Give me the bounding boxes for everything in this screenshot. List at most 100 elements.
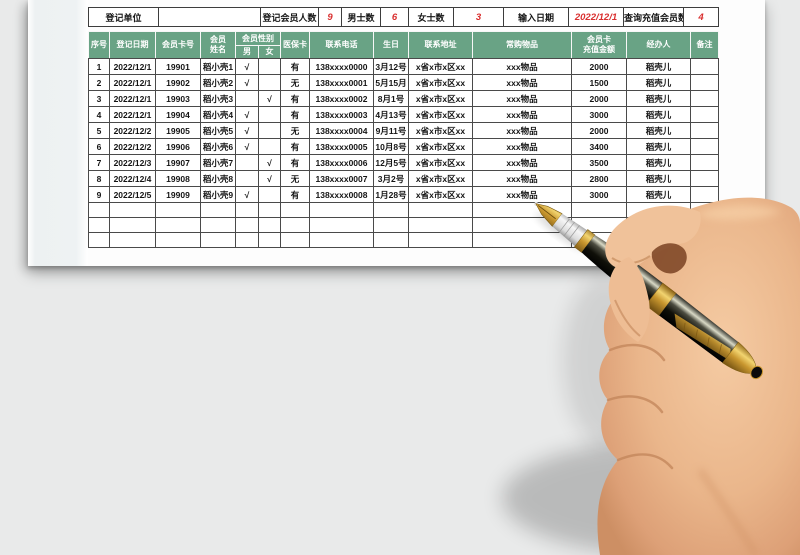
table-cell: 19904 bbox=[155, 106, 201, 123]
header-name: 会员 姓名 bbox=[200, 31, 236, 59]
member-table-header: 序号 登记日期 会员卡号 会员 姓名 会员性别 医保卡 联系电话 生日 联系地址… bbox=[88, 31, 719, 59]
header-insurance: 医保卡 bbox=[280, 31, 310, 59]
table-cell: 2000 bbox=[571, 122, 627, 139]
table-cell: xxx物品 bbox=[472, 186, 572, 203]
spreadsheet-paper: 登记单位 登记会员人数 9 男士数 6 女士数 3 输入日期 2022/12/1… bbox=[28, 0, 765, 266]
table-cell: 稻小壳6 bbox=[200, 138, 236, 155]
input-date-value: 2022/12/1 bbox=[568, 7, 624, 27]
table-cell: √ bbox=[235, 122, 259, 139]
table-cell: 稻小壳8 bbox=[200, 170, 236, 187]
table-cell: 2000 bbox=[571, 58, 627, 75]
header-card-no: 会员卡号 bbox=[155, 31, 201, 59]
empty-table-cell bbox=[309, 217, 374, 233]
empty-table-cell bbox=[373, 217, 409, 233]
table-cell: 138xxxx0005 bbox=[309, 138, 374, 155]
unit-label: 登记单位 bbox=[88, 7, 159, 27]
table-cell bbox=[258, 106, 281, 123]
table-cell: 19903 bbox=[155, 90, 201, 107]
table-cell: x省x市x区xx bbox=[408, 58, 473, 75]
table-cell: 1月28号 bbox=[373, 186, 409, 203]
empty-table-cell bbox=[88, 202, 110, 218]
header-female: 女 bbox=[258, 45, 281, 59]
empty-table-cell bbox=[690, 202, 719, 218]
table-cell: 2022/12/2 bbox=[109, 138, 156, 155]
table-cell: √ bbox=[258, 90, 281, 107]
empty-table-cell bbox=[155, 217, 201, 233]
table-cell: x省x市x区xx bbox=[408, 106, 473, 123]
table-cell: x省x市x区xx bbox=[408, 122, 473, 139]
table-cell: 8月1号 bbox=[373, 90, 409, 107]
female-count-label: 女士数 bbox=[408, 7, 454, 27]
female-count-value: 3 bbox=[453, 7, 504, 27]
table-cell: x省x市x区xx bbox=[408, 90, 473, 107]
empty-table-cell bbox=[571, 232, 627, 248]
table-cell: xxx物品 bbox=[472, 106, 572, 123]
pen-engraving-lines bbox=[683, 322, 722, 355]
pen-gold-engraving bbox=[674, 313, 731, 361]
table-cell: 稻小壳4 bbox=[200, 106, 236, 123]
empty-table-cell bbox=[626, 217, 691, 233]
table-cell: 3月12号 bbox=[373, 58, 409, 75]
empty-table-cell bbox=[200, 232, 236, 248]
empty-table-cell bbox=[88, 217, 110, 233]
table-cell: x省x市x区xx bbox=[408, 186, 473, 203]
table-row: 7 2022/12/3 19907 稻小壳7 √ 有 138xxxx0006 12月5号 x省x… bbox=[88, 154, 719, 171]
empty-table-cell bbox=[571, 217, 627, 233]
empty-table-cell bbox=[200, 217, 236, 233]
table-cell bbox=[258, 186, 281, 203]
empty-table-cell bbox=[155, 232, 201, 248]
empty-table-cell bbox=[373, 232, 409, 248]
table-cell: x省x市x区xx bbox=[408, 74, 473, 91]
table-cell: xxx物品 bbox=[472, 90, 572, 107]
member-table: 序号 登记日期 会员卡号 会员 姓名 会员性别 医保卡 联系电话 生日 联系地址… bbox=[88, 31, 719, 248]
table-cell: 3000 bbox=[571, 186, 627, 203]
table-cell: √ bbox=[235, 106, 259, 123]
empty-table-cell bbox=[109, 217, 156, 233]
empty-table-cell bbox=[109, 232, 156, 248]
male-count-label: 男士数 bbox=[341, 7, 381, 27]
header-phone: 联系电话 bbox=[309, 31, 374, 59]
table-cell: 2022/12/4 bbox=[109, 170, 156, 187]
table-cell: 稻壳儿 bbox=[626, 186, 691, 203]
table-cell bbox=[690, 106, 719, 123]
table-cell: 有 bbox=[280, 58, 310, 75]
table-cell: 稻壳儿 bbox=[626, 58, 691, 75]
empty-table-row bbox=[88, 202, 719, 218]
table-cell: 稻壳儿 bbox=[626, 170, 691, 187]
header-reg-date: 登记日期 bbox=[109, 31, 156, 59]
table-row: 8 2022/12/4 19908 稻小壳8 √ 无 138xxxx0007 3月2号 x省x市… bbox=[88, 170, 719, 187]
table-cell: 2022/12/3 bbox=[109, 154, 156, 171]
table-cell: xxx物品 bbox=[472, 170, 572, 187]
table-cell: 8 bbox=[88, 170, 110, 187]
table-cell: 3 bbox=[88, 90, 110, 107]
table-cell bbox=[690, 90, 719, 107]
header-items: 常购物品 bbox=[472, 31, 572, 59]
table-cell: 138xxxx0001 bbox=[309, 74, 374, 91]
table-cell: 5 bbox=[88, 122, 110, 139]
table-cell bbox=[235, 154, 259, 171]
empty-table-cell bbox=[258, 217, 281, 233]
wrist-shading bbox=[697, 468, 759, 555]
empty-table-cell bbox=[109, 202, 156, 218]
pen-rear-barrel bbox=[659, 293, 740, 364]
table-cell: xxx物品 bbox=[472, 74, 572, 91]
table-cell bbox=[690, 170, 719, 187]
table-cell bbox=[235, 90, 259, 107]
table-cell: 2022/12/1 bbox=[109, 90, 156, 107]
table-cell: √ bbox=[258, 154, 281, 171]
table-cell: x省x市x区xx bbox=[408, 170, 473, 187]
table-cell: 有 bbox=[280, 106, 310, 123]
info-bar: 登记单位 登记会员人数 9 男士数 6 女士数 3 输入日期 2022/12/1… bbox=[88, 7, 719, 27]
empty-table-cell bbox=[235, 202, 259, 218]
table-row: 6 2022/12/2 19906 稻小壳6 √ 有 138xxxx0005 10月8号 x省x… bbox=[88, 138, 719, 155]
sheet-content: 登记单位 登记会员人数 9 男士数 6 女士数 3 输入日期 2022/12/1… bbox=[88, 7, 719, 248]
table-cell: 2000 bbox=[571, 90, 627, 107]
empty-table-cell bbox=[309, 232, 374, 248]
header-remark: 备注 bbox=[690, 31, 719, 59]
member-count-label: 登记会员人数 bbox=[260, 7, 319, 27]
table-cell: 2022/12/1 bbox=[109, 74, 156, 91]
table-cell: 2800 bbox=[571, 170, 627, 187]
table-cell: 2 bbox=[88, 74, 110, 91]
table-cell: √ bbox=[258, 170, 281, 187]
